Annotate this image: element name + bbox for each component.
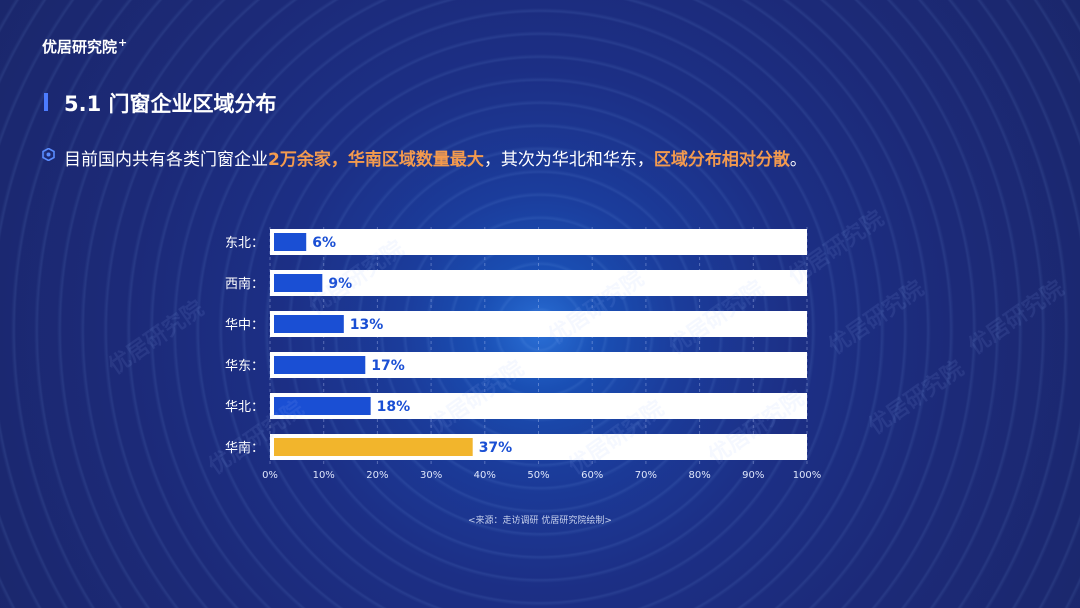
x-tick-label: 20%	[366, 470, 388, 481]
summary-text: 目前国内共有各类门窗企业2万余家，华南区域数量最大，其次为华北和华东，区域分布相…	[64, 145, 807, 170]
data-label: 37%	[479, 440, 513, 456]
x-tick-label: 100%	[793, 470, 822, 481]
bar	[274, 233, 307, 251]
x-tick-label: 0%	[262, 470, 278, 481]
summary-highlight-1: 2万余家，华南区域数量最大	[268, 150, 484, 170]
category-label: 华东：	[225, 359, 264, 374]
data-label: 6%	[312, 235, 336, 251]
category-label: 西南：	[225, 276, 264, 292]
category-label: 华北：	[225, 400, 264, 415]
category-label: 华中：	[225, 318, 264, 333]
x-tick-label: 30%	[420, 470, 442, 481]
bar	[274, 274, 323, 292]
bar-track	[270, 270, 807, 296]
summary-highlight-2: 区域分布相对分散	[653, 150, 790, 170]
logo-text: 优居研究院	[42, 38, 118, 56]
x-tick-label: 40%	[474, 470, 496, 481]
logo-plus: +	[118, 36, 128, 49]
data-label: 13%	[350, 317, 384, 333]
category-label: 华南：	[225, 440, 264, 456]
bar	[274, 315, 344, 333]
page-title: 5.1 门窗企业区域分布	[64, 92, 277, 116]
logo: 优居研究院+	[42, 36, 127, 57]
x-tick-label: 60%	[581, 470, 603, 481]
x-tick-label: 10%	[313, 470, 335, 481]
x-tick-label: 70%	[635, 470, 657, 481]
bar-track	[270, 311, 807, 337]
data-label: 17%	[371, 358, 405, 374]
summary-part3: 。	[789, 150, 807, 170]
x-tick-label: 80%	[688, 470, 710, 481]
summary-part1: 目前国内共有各类门窗企业	[64, 150, 268, 170]
category-label: 东北：	[225, 236, 264, 251]
data-label: 18%	[377, 399, 411, 415]
data-label: 9%	[328, 276, 352, 292]
bar-track	[270, 229, 807, 255]
x-tick-label: 90%	[742, 470, 764, 481]
source-note: <来源：走访调研 优居研究院绘制>	[468, 516, 612, 526]
summary-part2: ，其次为华北和华东，	[483, 150, 654, 170]
title-accent-bar	[44, 93, 48, 111]
bar	[274, 397, 371, 415]
bar	[274, 356, 366, 374]
x-tick-label: 50%	[527, 470, 549, 481]
bar	[274, 438, 473, 456]
hexagon-bullet-icon	[42, 148, 55, 161]
